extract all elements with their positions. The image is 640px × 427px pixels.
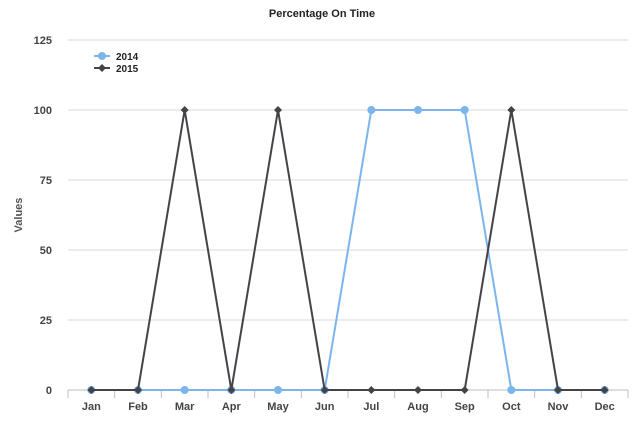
y-tick-label: 25 [40,315,52,327]
data-point[interactable] [367,106,376,114]
data-point[interactable] [87,386,96,394]
y-tick-labels: 0 25 50 75 100 125 [34,35,52,397]
data-point[interactable] [320,386,329,394]
x-tick-label: May [267,401,289,413]
legend-marker [98,64,106,72]
data-point[interactable] [367,386,376,394]
y-tick-label: 50 [40,245,52,257]
x-tick-labels: Jan Feb Mar Apr May Jun Jul Aug Sep Oct Nov Dec [67,389,629,413]
x-tick-label: Nov [548,401,570,413]
series-line [91,109,605,391]
data-point[interactable] [274,106,282,114]
data-point[interactable] [414,386,422,394]
series-layer [87,106,609,394]
x-tick-label: Dec [595,401,615,413]
grid-lines [68,39,628,391]
series-2015 [87,106,609,394]
data-point[interactable] [460,386,469,394]
data-point[interactable] [460,106,469,114]
series-line [91,109,605,391]
data-point[interactable] [180,386,189,394]
legend-marker [98,52,106,60]
y-tick-label: 0 [46,385,52,397]
y-axis-title: Values [13,198,25,233]
data-point[interactable] [414,106,422,114]
x-tick-label: Apr [222,401,242,413]
x-tick-label: Mar [175,401,195,413]
legend-label: 2015 [116,64,139,75]
legend-item-2015[interactable]: 2015 [94,64,139,75]
data-point[interactable] [507,106,516,114]
x-tick-label: Jan [82,401,101,413]
x-tick-label: Sep [455,401,475,413]
legend-item-2014[interactable]: 2014 [94,52,139,63]
x-tick-label: Feb [128,401,148,413]
x-tick-label: Jul [363,401,379,413]
data-point[interactable] [227,386,236,394]
data-point[interactable] [180,106,189,114]
y-tick-label: 100 [34,105,52,117]
x-tick-label: Oct [502,401,521,413]
legend-label: 2014 [116,52,139,63]
data-point[interactable] [554,386,562,394]
chart-title: Percentage On Time [269,8,375,20]
data-point[interactable] [274,386,282,394]
data-point[interactable] [507,386,516,394]
y-tick-label: 125 [34,35,52,47]
data-point[interactable] [134,386,142,394]
data-point[interactable] [600,386,609,394]
x-tick-label: Aug [407,401,428,413]
y-tick-label: 75 [40,175,52,187]
x-tick-label: Jun [315,401,335,413]
